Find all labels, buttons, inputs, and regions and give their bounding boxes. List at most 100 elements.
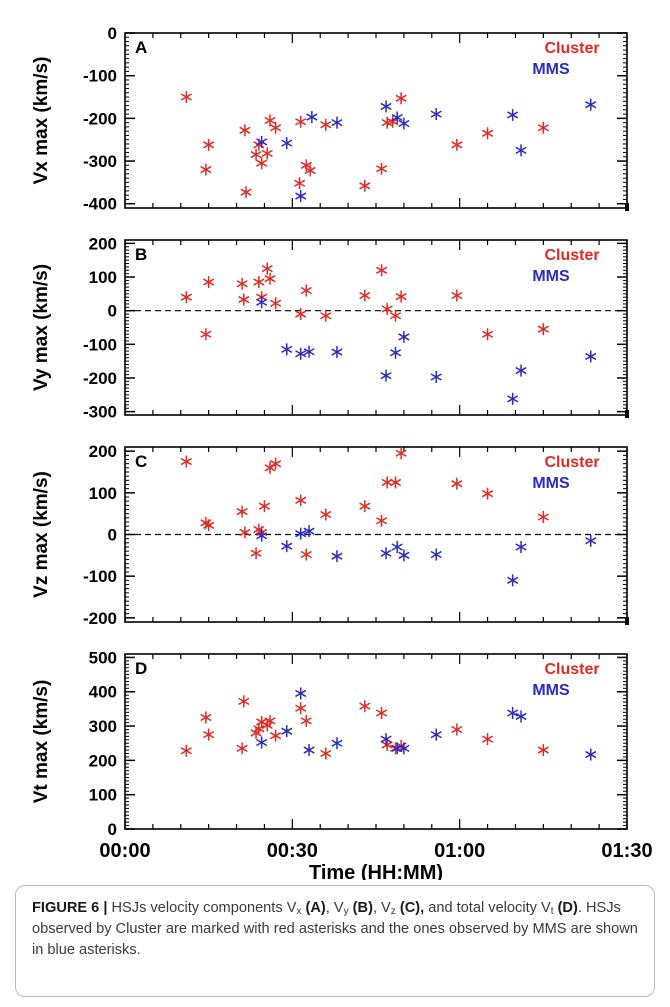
data-point-mms [295,687,307,700]
data-point-cluster [270,729,282,742]
data-point-cluster [264,272,276,285]
data-point-cluster [375,264,388,277]
asterisk-stroke [256,138,268,146]
data-point-cluster [481,733,494,746]
data-point-mms [507,707,519,720]
asterisk-stroke [515,712,527,721]
x-tick-label: 01:00 [434,840,485,862]
asterisk-stroke [451,480,463,488]
y-axis-label: Vy max (km/s) [31,264,52,391]
data-point-mms [380,547,392,560]
data-point-mms [398,742,410,755]
asterisk-stroke [391,543,403,551]
asterisk-stroke [281,727,293,735]
caption-text: HSJs velocity components V [107,900,297,916]
data-point-cluster [200,328,212,341]
asterisk-stroke [389,312,402,320]
series-mms [256,98,597,203]
y-tick-label: -100 [83,67,117,86]
asterisk-stroke [515,366,527,375]
asterisk-stroke [236,507,248,516]
data-point-mms [303,744,315,757]
y-tick-label: 100 [89,268,117,287]
x-tick-label: 00:30 [267,840,318,862]
data-point-cluster [256,157,268,170]
data-point-cluster [293,177,306,190]
data-point-mms [398,330,410,343]
data-point-mms [430,548,442,561]
legend-mms: MMS [532,682,570,699]
data-point-mms [389,346,402,359]
data-point-cluster [389,309,402,322]
asterisk-stroke [380,102,392,111]
asterisk-stroke [585,101,597,109]
data-point-cluster [359,179,371,192]
data-point-cluster [236,505,248,518]
data-point-cluster [320,118,332,131]
asterisk-stroke [481,490,494,498]
y-tick-label: 200 [89,751,117,770]
series-cluster [180,262,549,341]
legend-mms: MMS [532,61,570,78]
data-point-cluster [236,277,248,290]
asterisk-stroke [270,299,282,307]
data-point-cluster [395,447,407,460]
asterisk-stroke [239,126,251,134]
asterisk-stroke [391,113,403,122]
panel-b: 200 100 0 -100 -200 -300 Vy max (km/s) B Cluster… [31,234,629,422]
data-point-cluster [270,121,282,134]
data-point-cluster [381,738,393,751]
data-point-cluster [481,127,494,140]
y-axis-label: Vz max (km/s) [31,471,52,598]
asterisk-stroke [398,333,410,341]
data-point-cluster [203,728,215,741]
corner-mark [625,410,629,418]
data-point-mms [391,111,403,124]
asterisk-stroke [320,121,332,129]
asterisk-stroke [430,730,442,739]
series-mms [256,296,597,405]
corner-mark [625,617,629,625]
data-point-mms [585,534,597,547]
data-point-mms [256,736,268,749]
asterisk-stroke [303,348,315,356]
asterisk-stroke [398,744,410,753]
data-point-mms [398,549,410,562]
data-point-mms [303,525,315,538]
data-point-cluster [238,293,250,306]
asterisk-stroke [320,510,332,519]
data-point-cluster [389,476,402,489]
data-point-cluster [238,695,250,708]
data-point-cluster [180,455,192,468]
data-point-mms [430,728,442,741]
data-point-mms [303,345,315,358]
data-point-cluster [250,148,262,161]
plot-frame [124,653,628,830]
asterisk-stroke [300,550,312,559]
asterisk-stroke [256,159,268,167]
figure-panels: 0 -100 -200 -300 -400 Vx max (km/s) A Cluster MM… [31,24,653,880]
y-tick-label: 400 [89,683,117,702]
data-point-cluster [395,92,407,105]
asterisk-stroke [281,345,293,354]
legend-cluster: Cluster [544,247,599,264]
data-point-cluster [180,744,192,757]
plot-frame [124,239,628,416]
asterisk-stroke [380,735,392,743]
asterisk-stroke [381,305,393,313]
asterisk-stroke [295,310,307,318]
y-tick-label: -200 [83,109,117,128]
asterisk-stroke [331,118,343,127]
y-tick-label: -400 [83,195,117,214]
asterisk-stroke [240,188,252,196]
figure-caption: FIGURE 6 | HSJs velocity components Vx (… [15,885,655,997]
series-mms [256,687,597,761]
data-point-mms [295,347,307,360]
asterisk-stroke [236,744,248,753]
asterisk-stroke [481,330,494,338]
data-point-cluster [381,476,393,489]
asterisk-stroke [203,141,215,149]
data-point-cluster [375,514,388,527]
asterisk-stroke [295,192,307,200]
asterisk-stroke [250,150,262,159]
